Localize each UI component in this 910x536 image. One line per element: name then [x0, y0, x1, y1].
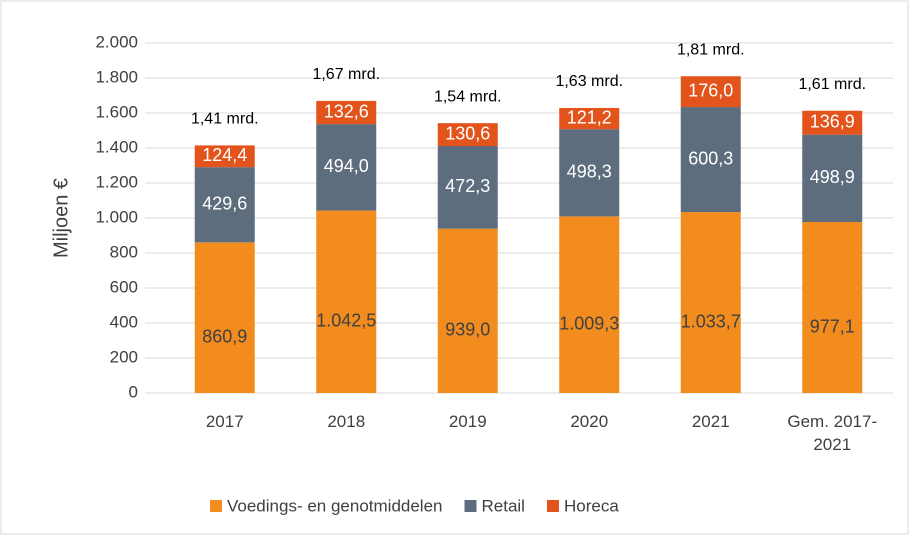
- legend-label: Retail: [482, 496, 525, 515]
- bar-segment: [802, 222, 863, 393]
- bar-segment: [437, 228, 498, 393]
- y-tick-label: 800: [110, 242, 138, 261]
- value-label: 130,6: [445, 123, 490, 143]
- total-annotation: 1,63 mrd.: [555, 73, 623, 90]
- value-label: 429,6: [202, 194, 247, 214]
- value-label: 132,6: [324, 101, 369, 121]
- y-tick-label: 2.000: [95, 32, 138, 51]
- value-label: 939,0: [445, 320, 490, 340]
- x-tick-label: 2021: [691, 412, 730, 431]
- y-tick-label: 1.800: [95, 67, 138, 86]
- value-label: 860,9: [202, 326, 247, 346]
- legend-label: Horeca: [564, 496, 619, 515]
- bar-segment: [194, 242, 255, 393]
- x-tick-label: 2017: [205, 412, 244, 431]
- bar-segment: [437, 146, 498, 229]
- x-tick-label: 2018: [327, 412, 366, 431]
- x-tick-label: 2020: [570, 412, 609, 431]
- y-tick-label: 1.400: [95, 137, 138, 156]
- y-tick-label: 1.000: [95, 207, 138, 226]
- bar-segment: [802, 134, 863, 223]
- value-label: 124,4: [202, 145, 247, 165]
- y-tick-label: 200: [110, 347, 138, 366]
- bar-segment: [559, 107, 620, 130]
- value-label: 121,2: [567, 107, 612, 127]
- bar-segment: [316, 124, 377, 211]
- x-tick-label: Gem. 2017-2021: [787, 412, 878, 454]
- bar-segment: [194, 167, 255, 243]
- value-label: 494,0: [324, 156, 369, 176]
- bar-segment: [680, 76, 741, 108]
- value-label: 1.042,5: [316, 311, 376, 331]
- value-label: 176,0: [688, 80, 733, 100]
- value-label: 136,9: [810, 111, 855, 131]
- total-annotation: 1,54 mrd.: [434, 88, 502, 105]
- legend-swatch: [210, 500, 222, 512]
- y-tick-label: 600: [110, 277, 138, 296]
- x-tick-label: 2019: [448, 412, 487, 431]
- bar-segment: [316, 210, 377, 393]
- bar-segment: [559, 129, 620, 217]
- bar-segment: [437, 123, 498, 147]
- y-tick-label: 1.200: [95, 172, 138, 191]
- total-annotation: 1,81 mrd.: [677, 41, 745, 58]
- bar-segment: [802, 110, 863, 135]
- value-label: 472,3: [445, 176, 490, 196]
- value-label: 1.009,3: [559, 313, 619, 333]
- total-annotation: 1,41 mrd.: [191, 111, 259, 128]
- bar-segment: [316, 100, 377, 125]
- bar-segment: [194, 145, 255, 168]
- value-label: 498,3: [567, 162, 612, 182]
- y-axis-label: Miljoen €: [50, 178, 72, 258]
- value-label: 977,1: [810, 316, 855, 336]
- total-annotation: 1,61 mrd.: [798, 76, 866, 93]
- y-tick-label: 0: [129, 382, 138, 401]
- value-label: 498,9: [810, 167, 855, 187]
- legend-swatch: [464, 500, 477, 512]
- legend-swatch: [546, 500, 559, 512]
- total-annotation: 1,67 mrd.: [312, 66, 380, 83]
- y-tick-label: 400: [110, 312, 138, 331]
- bar-segment: [680, 212, 741, 393]
- bar-segment: [559, 216, 620, 393]
- value-label: 1.033,7: [681, 311, 741, 331]
- value-label: 600,3: [688, 148, 733, 168]
- y-tick-label: 1.600: [95, 102, 138, 121]
- legend-label: Voedings- en genotmiddelen: [227, 496, 443, 515]
- bar-segment: [680, 107, 741, 213]
